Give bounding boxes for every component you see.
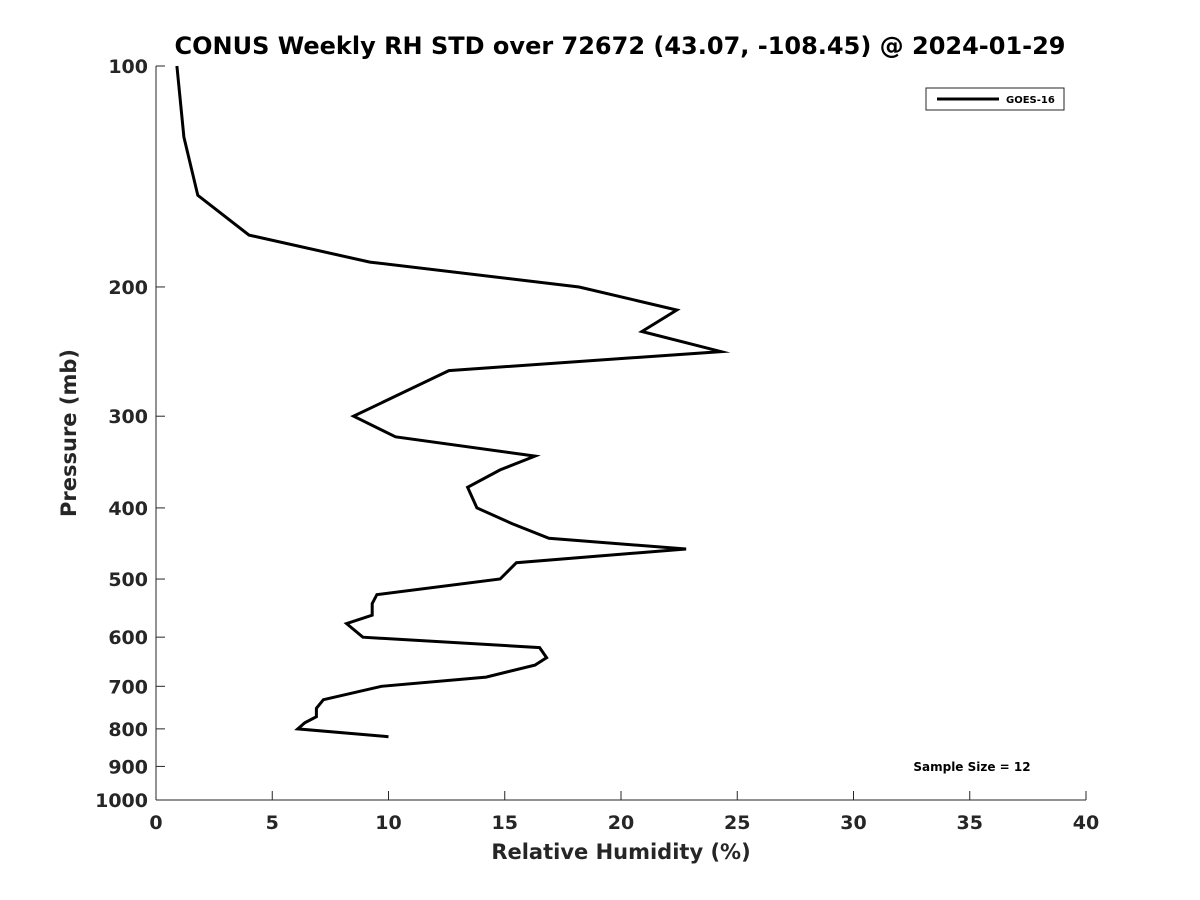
y-tick-label: 800 (108, 719, 148, 741)
y-tick-label: 600 (108, 627, 148, 649)
y-tick-label: 500 (108, 569, 148, 591)
series-line (175, 65, 731, 739)
y-tick-label: 1000 (95, 790, 148, 812)
series-layer (175, 65, 731, 739)
sample-size-annotation: Sample Size = 12 (913, 760, 1030, 774)
x-tick-label: 35 (957, 812, 983, 834)
chart-title: CONUS Weekly RH STD over 72672 (43.07, -… (174, 32, 1065, 60)
x-ticks: 0 5 10 15 20 25 30 35 40 (149, 791, 1099, 834)
x-tick-label: 20 (608, 812, 634, 834)
y-tick-label: 100 (108, 56, 148, 78)
x-axis-label: Relative Humidity (%) (491, 840, 750, 864)
x-tick-label: 10 (375, 812, 401, 834)
x-tick-label: 15 (492, 812, 518, 834)
legend: GOES-16 (925, 87, 1065, 111)
plot-area: 0 5 10 15 20 25 30 35 40 100 200 300 400 500 600 700 80… (95, 56, 1099, 834)
y-tick-label: 300 (108, 406, 148, 428)
x-tick-label: 30 (840, 812, 866, 834)
y-tick-label: 400 (108, 498, 148, 520)
x-tick-label: 0 (149, 812, 162, 834)
x-tick-label: 5 (266, 812, 279, 834)
y-tick-label: 900 (108, 756, 148, 778)
y-tick-label: 700 (108, 676, 148, 698)
legend-label: GOES-16 (1006, 95, 1055, 106)
y-axis-label: Pressure (mb) (57, 349, 81, 517)
y-ticks: 100 200 300 400 500 600 700 800 900 1000 (95, 56, 165, 812)
x-tick-label: 25 (724, 812, 750, 834)
x-tick-label: 40 (1073, 812, 1099, 834)
y-tick-label: 200 (108, 277, 148, 299)
